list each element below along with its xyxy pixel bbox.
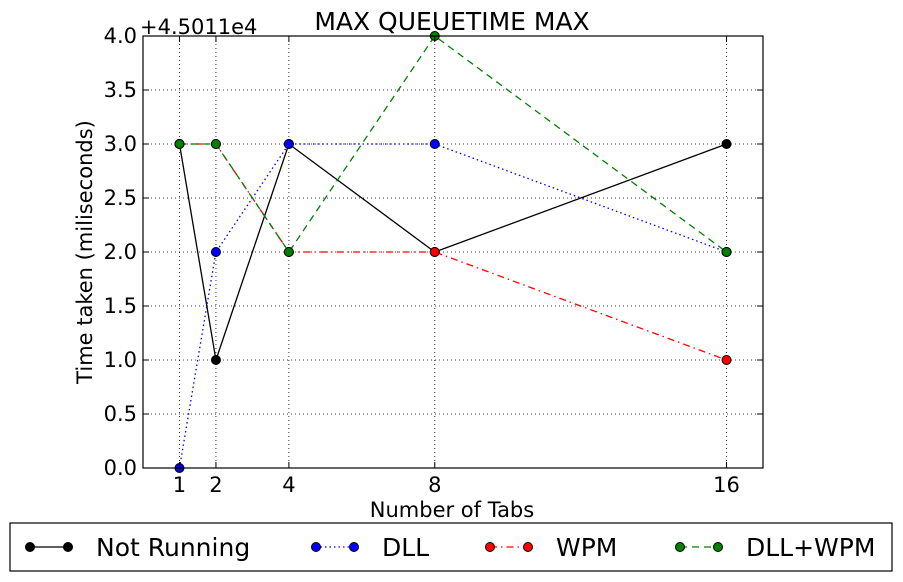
axis-ticks: 1 2 4 8 16 0.0 0.5 1.0 1.5 2.0 2.5 3.0 3.5 4.0 [104,24,763,497]
data-point-dll-wpm [283,247,294,257]
x-axis-label: Number of Tabs [370,498,534,522]
series-line-dll [178,143,727,469]
legend-marker-wpm [523,542,533,552]
data-point-dll-wpm [174,139,185,149]
legend-label-not-running: Not Running [96,533,250,562]
legend-marker-dll-wpm [713,542,723,552]
y-tick-label: 3.0 [104,132,137,156]
data-point-not-running [721,139,732,149]
y-tick-label: 0.0 [104,456,137,480]
x-tick-label: 2 [209,473,222,497]
data-point-wpm [721,355,732,365]
data-point-dll [210,247,221,257]
x-tick-label: 16 [713,473,740,497]
y-tick-label: 0.5 [104,402,137,426]
series-line-dll-wpm [179,35,727,254]
y-tick-label: 2.0 [104,240,137,264]
x-tick-label: 8 [428,473,441,497]
chart-title: MAX QUEUETIME MAX [314,7,589,36]
legend: Not Running DLL WPM DLL+WPM [25,533,875,562]
data-point-dll-wpm [210,139,221,149]
legend-marker-wpm [485,542,495,552]
data-point-not-running [210,355,221,365]
y-tick-label: 1.0 [104,348,137,372]
y-tick-label: 1.5 [104,294,137,318]
data-point-dll [283,139,294,149]
legend-marker-dll [311,542,321,552]
legend-marker-not-running [63,542,73,552]
x-tick-label: 1 [173,473,186,497]
y-offset-label: +4.5011e4 [140,15,257,39]
y-tick-label: 3.5 [104,78,137,102]
series-group [174,31,732,473]
y-axis-label: Time taken (miliseconds) [73,120,97,385]
data-point-dll [429,139,440,149]
legend-marker-not-running [25,542,35,552]
legend-label-dll-wpm: DLL+WPM [746,533,875,562]
data-point-dll-wpm [721,247,732,257]
legend-marker-dll-wpm [675,542,685,552]
legend-box [9,522,893,572]
legend-label-wpm: WPM [556,533,617,562]
x-tick-label: 4 [282,473,295,497]
y-tick-label: 4.0 [104,24,137,48]
data-point-wpm [429,247,440,257]
legend-label-dll: DLL [382,533,429,562]
legend-marker-dll [349,542,359,552]
y-tick-label: 2.5 [104,186,137,210]
